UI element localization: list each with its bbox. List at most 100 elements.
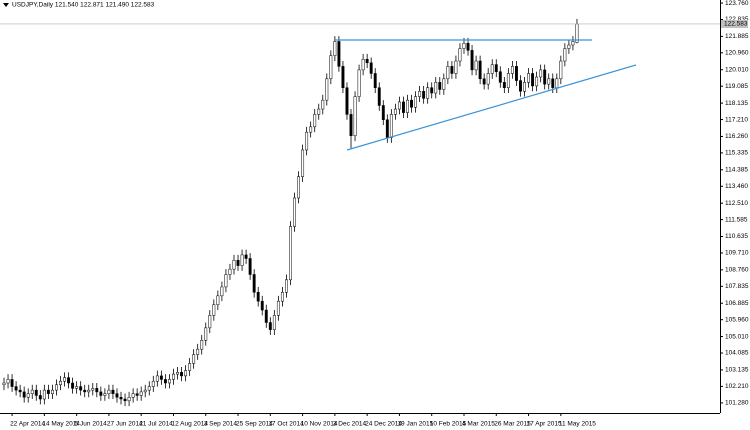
candle-body	[438, 82, 442, 90]
candle-body	[373, 73, 377, 88]
y-tick-label: 116.260	[725, 133, 748, 140]
candle-body	[506, 73, 510, 88]
candle-body	[111, 389, 115, 394]
marks	[2, 18, 579, 407]
candle-body	[430, 87, 434, 94]
x-tick-label: 12 Aug 2014	[171, 421, 208, 428]
candle-body	[115, 393, 119, 398]
y-tick-label: 101.280	[725, 400, 749, 407]
candle-body	[42, 389, 46, 400]
y-tick-label: 119.085	[725, 83, 748, 90]
candle-body	[159, 375, 163, 380]
candle-body	[200, 340, 204, 350]
candle-body	[180, 372, 183, 377]
candle-body	[147, 386, 151, 391]
candle-body	[103, 393, 107, 396]
candle-body	[172, 373, 175, 380]
candle-body	[519, 80, 522, 92]
candle-body	[248, 258, 252, 275]
candle-body	[6, 379, 10, 384]
candle-body	[535, 76, 539, 87]
candle-body	[244, 254, 248, 259]
candle-body	[2, 382, 6, 386]
chart-title: USDJPY,Daily 121.540 122.871 121.490 122…	[12, 2, 155, 9]
candle-body	[208, 315, 212, 329]
y-tick-label: 105.960	[725, 316, 749, 323]
candle-body	[55, 384, 58, 391]
y-tick-label: 118.135	[725, 100, 748, 107]
y-tick-label: 122.835	[725, 16, 749, 23]
x-tick-label: 26 Mar 2015	[494, 421, 531, 428]
candle-body	[410, 99, 413, 108]
candle-body	[434, 82, 438, 94]
candle-body	[135, 393, 139, 396]
candle-body	[365, 58, 369, 64]
candle-body	[543, 69, 547, 85]
candle-body	[131, 393, 135, 398]
candle-body	[325, 78, 329, 101]
candle-body	[297, 176, 301, 199]
x-tick-label: 25 Sep 2014	[236, 421, 273, 428]
candle-body	[293, 197, 296, 227]
candle-body	[486, 73, 490, 85]
candle-body	[478, 60, 482, 80]
candle-body	[196, 348, 200, 355]
candle-body	[510, 66, 514, 74]
candle-body	[50, 389, 54, 394]
candle-body	[426, 87, 430, 99]
candle-body	[482, 78, 486, 85]
candle-body	[83, 389, 87, 393]
candle-body	[531, 73, 535, 87]
x-tick-label: 17 Apr 2015	[527, 421, 562, 428]
candle-body	[462, 42, 466, 49]
x-tick-label: 4 Mar 2015	[462, 421, 495, 428]
candle-body	[333, 41, 337, 56]
candle-body	[280, 292, 284, 302]
candle-body	[474, 60, 478, 71]
candle-body	[321, 99, 325, 110]
candle-body	[192, 354, 196, 364]
candle-body	[184, 370, 188, 377]
y-tick-label: 112.510	[725, 200, 748, 207]
y-tick-label: 120.010	[725, 66, 749, 73]
candle-body	[309, 126, 313, 133]
menu-icon[interactable]	[3, 3, 9, 7]
candle-body	[450, 66, 454, 74]
candle-body	[337, 41, 341, 67]
candle-body	[276, 300, 280, 316]
candle-body	[301, 149, 305, 177]
y-tick-label: 123.760	[725, 0, 749, 7]
candle-body	[260, 300, 264, 311]
y-tick-label: 105.010	[725, 333, 749, 340]
x-tick-label: 19 Jan 2015	[397, 421, 433, 428]
y-tick-label: 114.385	[725, 167, 748, 174]
candle-body	[151, 380, 155, 387]
candle-body	[107, 389, 111, 394]
candle-body	[551, 78, 555, 88]
candle-body	[59, 380, 62, 386]
y-tick-label: 110.635	[725, 233, 748, 240]
candle-body	[527, 73, 530, 83]
candle-body	[523, 82, 526, 92]
last-price-box	[721, 19, 748, 28]
candle-body	[176, 372, 179, 375]
x-tick-label: 11 May 2015	[559, 421, 596, 428]
x-tick-label: 10 Feb 2015	[430, 421, 467, 428]
candle-body	[256, 292, 260, 302]
x-tick-label: 3 Sep 2014	[204, 421, 238, 428]
candle-body	[345, 87, 349, 115]
candle-body	[228, 268, 232, 275]
y-tick-label: 109.710	[725, 250, 749, 257]
candle-body	[381, 105, 385, 120]
y-tick-label: 103.135	[725, 367, 749, 374]
candle-body	[369, 62, 373, 74]
x-tick-label: 14 May 2014	[42, 421, 80, 428]
candle-body	[143, 389, 147, 393]
x-tick-label: 5 Jun 2014	[75, 421, 108, 428]
support-trendline[interactable]	[346, 64, 637, 151]
candle-body	[349, 114, 353, 136]
candle-body	[406, 99, 409, 113]
candle-body	[494, 64, 498, 72]
candle-body	[559, 60, 563, 80]
